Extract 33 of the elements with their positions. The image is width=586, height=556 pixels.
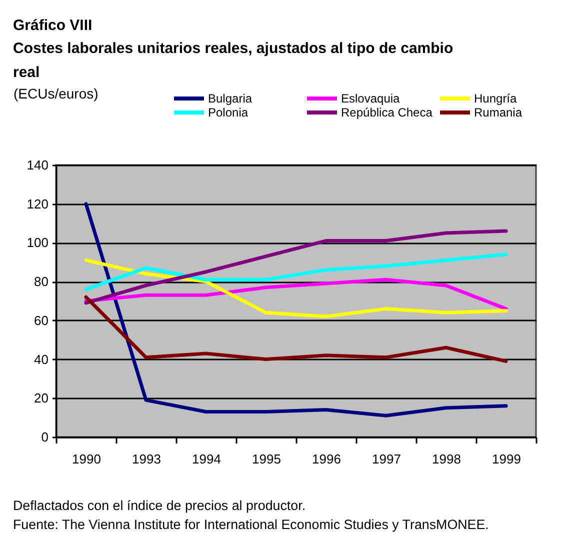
line-series: [84, 252, 508, 292]
line-series: [84, 229, 508, 305]
y-tick-label: 40: [34, 352, 48, 367]
legend-label: Hungría: [474, 92, 518, 106]
line-series: [84, 258, 508, 318]
y-tick-label: 0: [41, 430, 48, 444]
legend-label: República Checa: [341, 106, 433, 120]
line-series: [84, 295, 508, 363]
legend-label: Bulgaria: [208, 92, 252, 106]
line-series: [84, 278, 508, 311]
x-tick-label: 1999: [492, 452, 521, 466]
x-tick-label: 1997: [372, 452, 401, 466]
legend-label: Polonia: [208, 106, 248, 120]
chart-title: Gráfico VIII: [13, 17, 92, 34]
y-tick-label: 100: [26, 235, 48, 250]
legend-label: Eslovaquia: [341, 92, 400, 106]
y-tick-label: 80: [34, 274, 48, 290]
x-tick-label: 1995: [252, 452, 281, 466]
y-tick-label: 60: [34, 312, 48, 328]
line-series: [84, 202, 508, 418]
x-tick-label: 1998: [432, 452, 461, 466]
legend-label: Rumania: [474, 106, 522, 120]
x-tick-label: 1990: [72, 452, 101, 466]
text: Deflactados con el índice de precios al productor.: [13, 498, 306, 513]
x-tick-label: 1994: [192, 452, 221, 466]
chart-subtitle: Costes laborales unitarios reales, ajustados al tipo de cambio real: [13, 40, 454, 81]
y-axis-title: (ECUs/euros): [14, 86, 98, 102]
x-tick-label: 1996: [312, 452, 341, 466]
y-tick-label: 140: [26, 158, 48, 172]
source-note: Fuente: The Vienna Institute for International Economic Studies y TransMONEE.: [13, 517, 489, 532]
x-tick-label: 1993: [132, 452, 161, 466]
y-tick-label: 20: [34, 390, 48, 406]
y-tick-label: 120: [26, 196, 48, 212]
